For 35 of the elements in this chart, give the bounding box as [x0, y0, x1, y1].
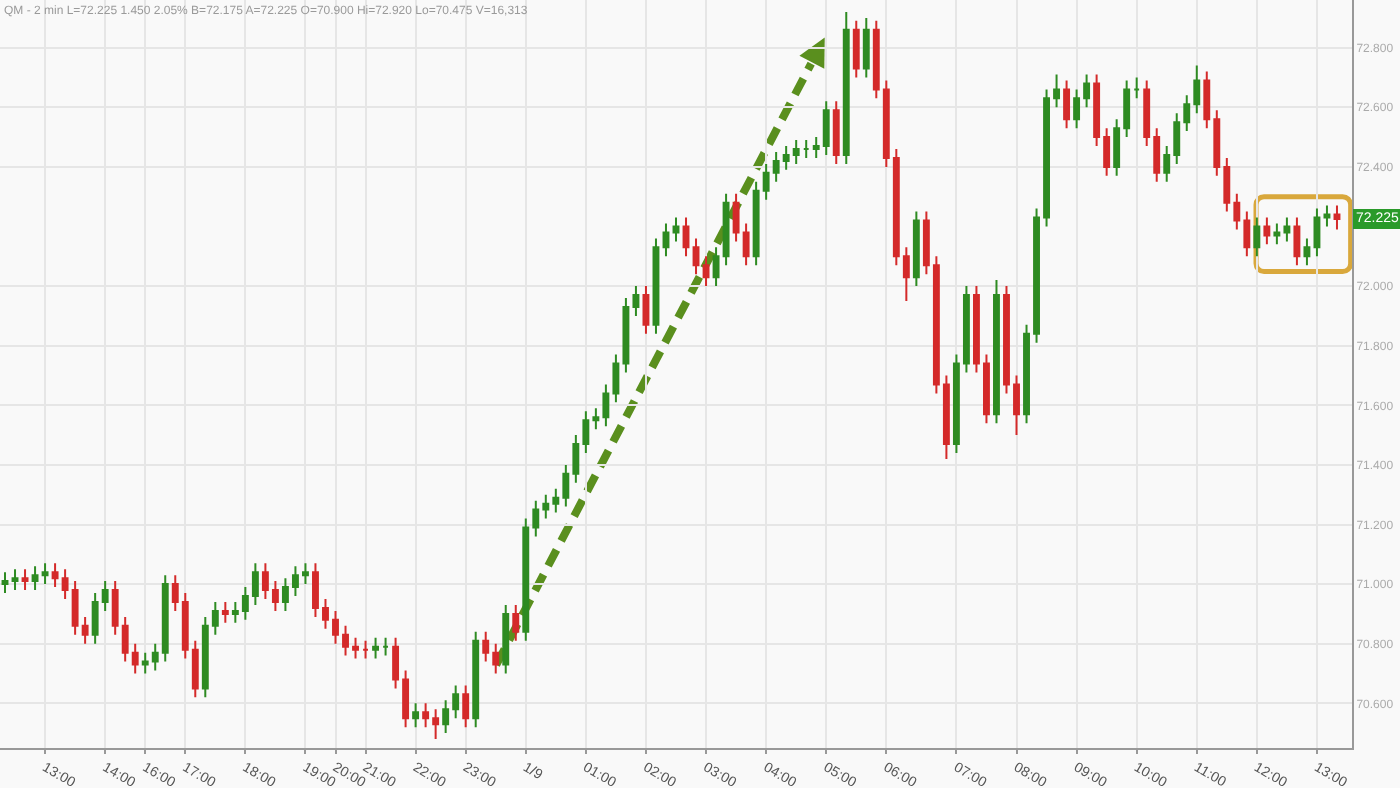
candlestick	[802, 139, 810, 159]
candlestick	[472, 630, 480, 729]
candlestick	[842, 10, 850, 165]
candlestick	[372, 636, 379, 660]
candlestick	[1333, 204, 1341, 231]
candlestick	[1323, 204, 1331, 228]
candlestick	[1, 571, 9, 595]
candlestick	[832, 100, 840, 165]
candlestick	[462, 684, 470, 729]
candlestick	[362, 639, 369, 660]
candlestick	[1313, 207, 1321, 258]
candlestick	[682, 216, 690, 258]
candlestick	[221, 600, 229, 624]
candlestick	[1133, 76, 1141, 100]
candlestick	[21, 568, 29, 592]
candlestick	[1303, 237, 1311, 267]
candlestick	[512, 603, 520, 642]
candlestick	[1263, 216, 1271, 246]
candlestick	[912, 210, 920, 288]
candlestick	[502, 603, 510, 675]
candlestick	[1253, 216, 1261, 258]
candlestick	[852, 19, 860, 79]
candlestick	[692, 237, 700, 276]
candlestick	[672, 216, 680, 243]
candlestick	[642, 285, 650, 335]
candlestick	[862, 16, 870, 79]
candlestick	[382, 636, 390, 657]
candlestick	[1293, 216, 1301, 267]
candlestick	[662, 222, 670, 258]
candlestick	[702, 255, 710, 288]
candlestick	[412, 702, 420, 729]
candlestick	[11, 568, 19, 592]
candlestick	[652, 237, 660, 335]
candlestick	[1063, 79, 1071, 130]
candlestick	[993, 279, 1000, 425]
